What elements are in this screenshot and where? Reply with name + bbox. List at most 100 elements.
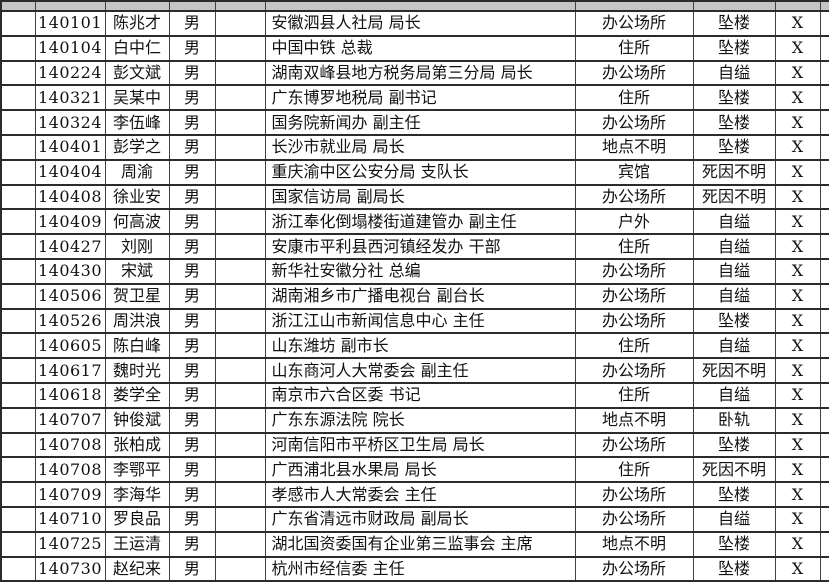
cell-blank-left	[2, 481, 35, 507]
cell-org-title: 新华社安徽分社 总编	[264, 257, 575, 284]
cell-location: 宾馆	[574, 158, 693, 185]
table-row: 140506 贺卫星 男 湖南湘乡市广播电视台 副台长 办公场所 自缢 X	[2, 282, 829, 309]
cell-org-title: 中国中铁 总裁	[264, 34, 575, 61]
cell-clipped-right	[819, 183, 829, 210]
cell-name: 钟俊斌	[104, 406, 169, 433]
cell-gender: 男	[168, 431, 215, 458]
cell-location: 办公场所	[574, 59, 693, 86]
cell-id: 140321	[34, 84, 105, 111]
clipped-cell	[105, 2, 169, 10]
cell-clipped-right	[819, 456, 829, 483]
cell-cause: 自缢	[692, 282, 775, 309]
cell-org-title: 重庆渝中区公安分局 支队长	[264, 158, 575, 185]
cell-clipped-right	[819, 158, 829, 185]
cell-mark: X	[774, 109, 820, 135]
cell-cause: 自缢	[692, 208, 775, 235]
cell-gender: 男	[168, 233, 215, 259]
cell-org-title: 湖南双峰县地方税务局第三分局 局长	[264, 59, 575, 86]
cell-id: 140708	[34, 431, 105, 458]
cell-blank-mid	[214, 208, 265, 235]
cell-name: 王运清	[104, 530, 169, 557]
table-row: 140708 张柏成 男 河南信阳市平桥区卫生局 局长 办公场所 坠楼 X	[2, 431, 829, 458]
cell-blank-left	[2, 406, 35, 433]
cell-blank-left	[2, 59, 35, 86]
cell-id: 140101	[34, 10, 105, 36]
cell-gender: 男	[168, 84, 215, 111]
cell-name: 周渝	[104, 158, 169, 185]
table-row: 140404 周渝 男 重庆渝中区公安分局 支队长 宾馆 死因不明 X	[2, 158, 829, 185]
cell-clipped-right	[819, 84, 829, 111]
cell-gender: 男	[168, 555, 215, 582]
cell-id: 140401	[34, 133, 105, 160]
cell-gender: 男	[168, 381, 215, 408]
cell-cause: 自缢	[692, 59, 775, 86]
cell-gender: 男	[168, 109, 215, 135]
cell-name: 何高波	[104, 208, 169, 235]
cell-blank-mid	[214, 84, 265, 111]
cell-clipped-right	[819, 307, 829, 334]
cell-location: 地点不明	[574, 530, 693, 557]
cell-id: 140104	[34, 34, 105, 61]
table-row: 140427 刘刚 男 安康市平利县西河镇经发办 干部 住所 自缢 X	[2, 233, 829, 259]
clipped-cell	[820, 2, 829, 10]
cell-location: 办公场所	[574, 555, 693, 582]
cell-gender: 男	[168, 282, 215, 309]
cell-blank-left	[2, 555, 35, 582]
cell-location: 办公场所	[574, 481, 693, 507]
clipped-cell	[265, 2, 575, 10]
cell-location: 办公场所	[574, 357, 693, 383]
cell-clipped-right	[819, 133, 829, 160]
table-row: 140321 吴某中 男 广东博罗地税局 副书记 住所 坠楼 X	[2, 84, 829, 111]
table-row: 140707 钟俊斌 男 广东东源法院 院长 地点不明 卧轨 X	[2, 406, 829, 433]
cell-name: 李海华	[104, 481, 169, 507]
cell-blank-mid	[214, 282, 265, 309]
cell-id: 140506	[34, 282, 105, 309]
cell-blank-mid	[214, 456, 265, 483]
cell-gender: 男	[168, 183, 215, 210]
cell-blank-left	[2, 381, 35, 408]
cell-gender: 男	[168, 456, 215, 483]
cell-clipped-right	[819, 530, 829, 557]
cell-location: 住所	[574, 84, 693, 111]
cell-blank-left	[2, 456, 35, 483]
cell-location: 住所	[574, 381, 693, 408]
cell-cause: 坠楼	[692, 555, 775, 582]
cell-location: 住所	[574, 34, 693, 61]
cell-name: 吴某中	[104, 84, 169, 111]
cell-location: 办公场所	[574, 505, 693, 532]
cell-mark: X	[774, 456, 820, 483]
cell-gender: 男	[168, 481, 215, 507]
cell-name: 罗良品	[104, 505, 169, 532]
cell-blank-mid	[214, 481, 265, 507]
cell-clipped-right	[819, 59, 829, 86]
cell-name: 刘刚	[104, 233, 169, 259]
cell-id: 140430	[34, 257, 105, 284]
cell-location: 住所	[574, 332, 693, 359]
cell-clipped-right	[819, 357, 829, 383]
cell-blank-mid	[214, 332, 265, 359]
cell-clipped-right	[819, 555, 829, 582]
cell-id: 140427	[34, 233, 105, 259]
table-row: 140617 魏时光 男 山东商河人大常委会 副主任 办公场所 死因不明 X	[2, 357, 829, 383]
cell-location: 住所	[574, 233, 693, 259]
cell-org-title: 广东博罗地税局 副书记	[264, 84, 575, 111]
cell-blank-mid	[214, 406, 265, 433]
cell-org-title: 浙江江山市新闻信息中心 主任	[264, 307, 575, 334]
cell-blank-left	[2, 183, 35, 210]
clipped-cell	[575, 2, 693, 10]
cell-blank-mid	[214, 34, 265, 61]
cell-name: 李伍峰	[104, 109, 169, 135]
cell-blank-mid	[214, 109, 265, 135]
cell-org-title: 南京市六合区委 书记	[264, 381, 575, 408]
cell-mark: X	[774, 158, 820, 185]
cell-blank-mid	[214, 530, 265, 557]
cell-id: 140224	[34, 59, 105, 86]
cell-name: 彭学之	[104, 133, 169, 160]
cell-clipped-right	[819, 431, 829, 458]
cell-clipped-right	[819, 332, 829, 359]
cell-clipped-right	[819, 34, 829, 61]
table-row: 140224 彭文斌 男 湖南双峰县地方税务局第三分局 局长 办公场所 自缢 X	[2, 59, 829, 86]
cell-gender: 男	[168, 406, 215, 433]
cell-id: 140710	[34, 505, 105, 532]
